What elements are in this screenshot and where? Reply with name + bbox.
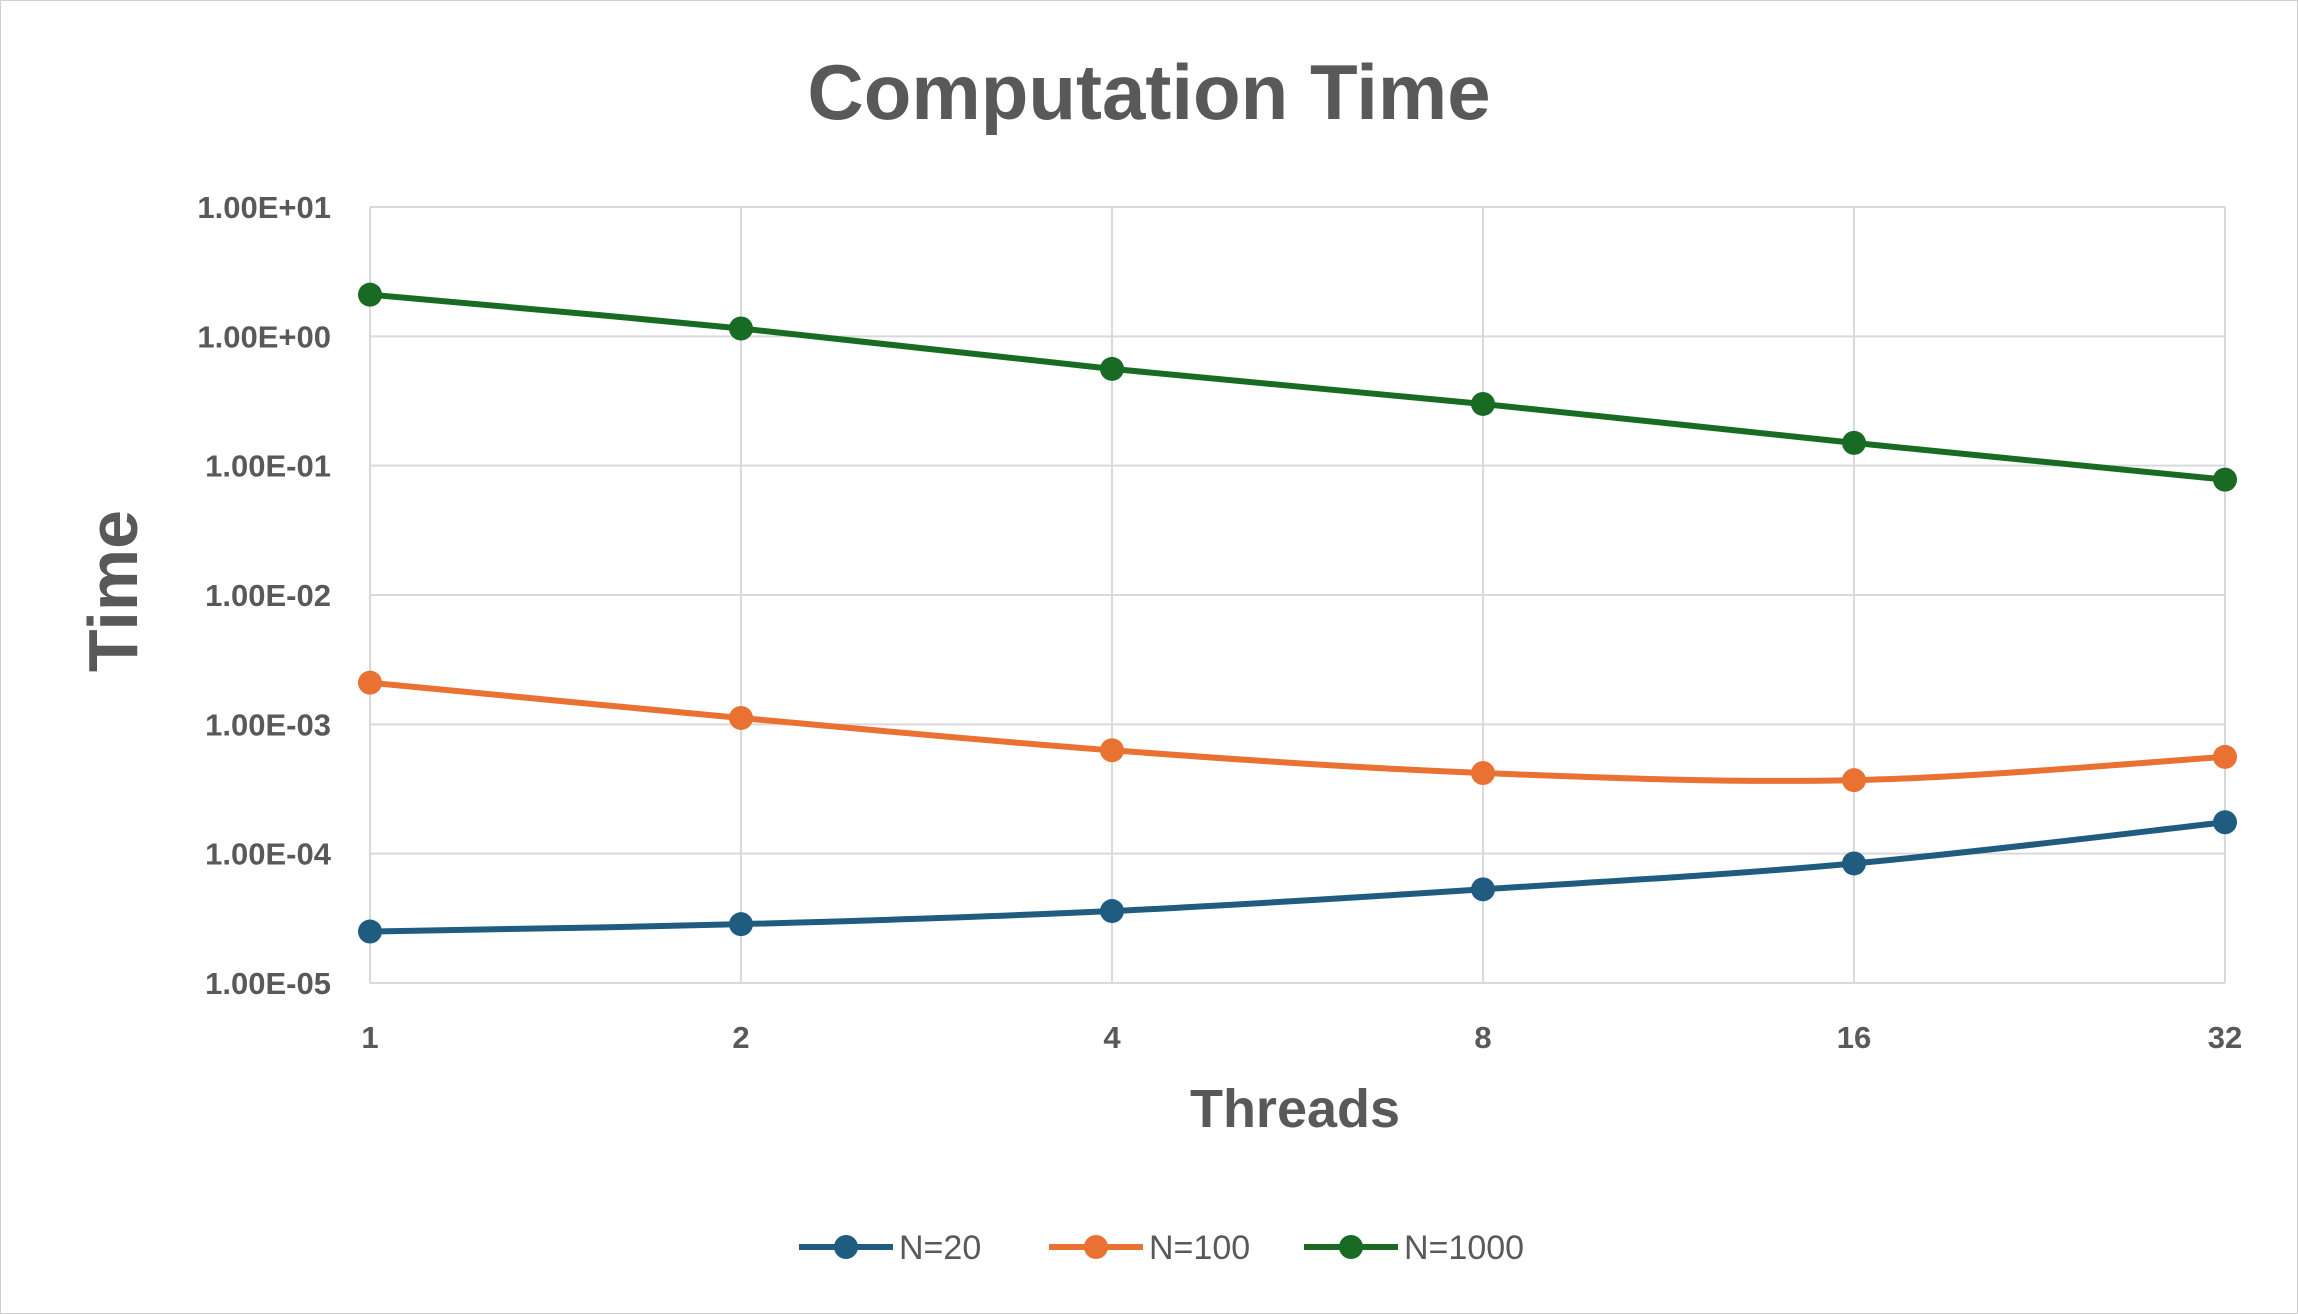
data-point-n-100: [1471, 761, 1495, 786]
data-point-n-20: [1471, 877, 1495, 902]
data-point-n-100: [729, 705, 753, 730]
series-line-n-1000: [367, 291, 2228, 483]
x-tick-label: 1: [361, 1020, 378, 1055]
data-point-n-100: [1100, 738, 1124, 763]
series-line-n-20: [367, 819, 2228, 935]
legend-label-n-1000: N=1000: [1404, 1229, 1524, 1267]
series-layer: [358, 282, 2237, 944]
data-point-n-20: [729, 912, 753, 937]
y-tick-label: 1.00E+00: [197, 319, 331, 354]
data-point-n-1000: [729, 316, 753, 341]
legend: N=20 N=100 N=1000: [799, 1229, 1524, 1267]
data-point-n-20: [358, 919, 382, 944]
y-tick-label: 1.00E-04: [205, 837, 332, 872]
x-tick-label: 8: [1474, 1020, 1491, 1055]
legend-marker-n-100: [1084, 1235, 1108, 1259]
y-axis-title: Time: [74, 510, 152, 672]
x-tick-label: 32: [2208, 1020, 2242, 1055]
y-tick-label: 1.00E-05: [205, 966, 331, 1001]
x-tick-label: 4: [1103, 1020, 1121, 1055]
series-line-n-100: [367, 679, 2228, 784]
tick-layer: 1.00E+01 1.00E+00 1.00E-01 1.00E-02 1.00E-03…: [197, 190, 2242, 1055]
data-point-n-1000: [1100, 356, 1124, 381]
data-point-n-20: [1100, 899, 1124, 924]
x-axis-title: Threads: [1190, 1079, 1400, 1139]
data-point-n-100: [1842, 768, 1866, 793]
data-point-n-20: [2213, 810, 2237, 835]
x-tick-label: 16: [1837, 1020, 1871, 1055]
data-point-n-1000: [2213, 467, 2237, 492]
legend-label-n-20: N=20: [899, 1229, 981, 1267]
data-point-n-1000: [1471, 391, 1495, 416]
data-point-n-100: [2213, 744, 2237, 769]
data-point-n-20: [1842, 851, 1866, 876]
legend-marker-n-20: [834, 1235, 858, 1259]
y-tick-label: 1.00E-01: [205, 449, 331, 484]
data-point-n-1000: [1842, 430, 1866, 455]
y-tick-label: 1.00E-03: [205, 707, 331, 742]
y-tick-label: 1.00E+01: [197, 190, 331, 225]
data-point-n-100: [358, 670, 382, 695]
y-tick-label: 1.00E-02: [205, 578, 331, 613]
data-point-n-1000: [358, 282, 382, 307]
x-tick-label: 2: [732, 1020, 749, 1055]
legend-label-n-100: N=100: [1149, 1229, 1250, 1267]
chart-title: Computation Time: [807, 48, 1490, 136]
legend-marker-n-1000: [1339, 1235, 1363, 1259]
grid-layer: [369, 206, 2226, 984]
